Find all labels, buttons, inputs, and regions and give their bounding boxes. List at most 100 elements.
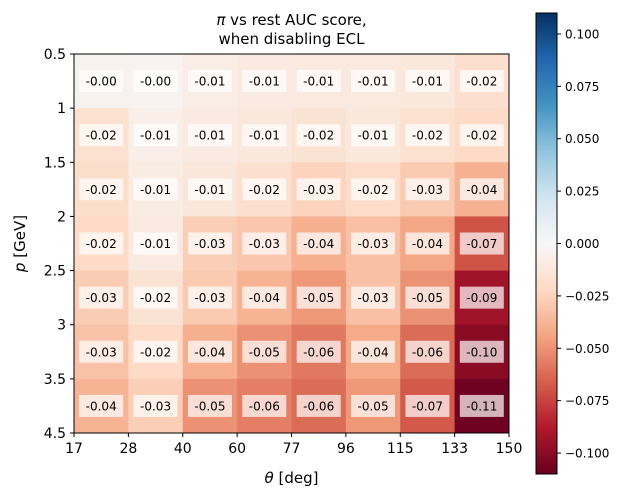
- x-tick-label: 40: [174, 441, 192, 457]
- cell-value-label: -0.07: [466, 237, 497, 251]
- cell-label-box: [296, 70, 341, 93]
- cell-label-box: [242, 232, 287, 255]
- cell-label-box: [405, 232, 450, 255]
- cell-label-box: [351, 340, 396, 363]
- cell-value-label: -0.05: [303, 291, 334, 305]
- x-tick-label: 77: [283, 441, 301, 457]
- y-tick-label: 1.5: [44, 155, 66, 171]
- cell-value-label: -0.04: [412, 237, 443, 251]
- cell-value-label: -0.03: [140, 399, 171, 413]
- cell-label-box: [79, 232, 124, 255]
- cell-value-label: -0.03: [194, 237, 225, 251]
- cell-value-label: -0.06: [412, 345, 443, 359]
- cell-label-box: [405, 340, 450, 363]
- cell-value-label: -0.07: [412, 399, 443, 413]
- cell-value-label: -0.01: [140, 237, 171, 251]
- cell-value-label: -0.05: [194, 399, 225, 413]
- cell-label-box: [459, 70, 504, 93]
- y-axis-title: p [GeV]: [11, 215, 29, 273]
- cell-value-label: -0.06: [303, 399, 334, 413]
- x-tick-label: 96: [337, 441, 355, 457]
- cell-label-box: [187, 340, 232, 363]
- cell-label-box: [133, 70, 178, 93]
- x-tick-label: 115: [387, 441, 414, 457]
- cell-label-box: [79, 286, 124, 309]
- cell-value-label: -0.03: [412, 183, 443, 197]
- cell-value-label: -0.05: [412, 291, 443, 305]
- cell-label-box: [296, 232, 341, 255]
- cell-label-box: [351, 70, 396, 93]
- cell-value-label: -0.01: [194, 75, 225, 89]
- cell-label-box: [242, 340, 287, 363]
- cell-label-box: [242, 286, 287, 309]
- cell-value-label: -0.10: [466, 345, 497, 359]
- cell-value-label: -0.03: [358, 291, 389, 305]
- cell-label-box: [296, 394, 341, 417]
- colorbar-tick-label: 0.100: [565, 27, 599, 41]
- cell-label-box: [79, 70, 124, 93]
- cell-value-label: -0.02: [466, 129, 497, 143]
- cell-label-box: [351, 286, 396, 309]
- cell-label-box: [405, 394, 450, 417]
- cell-value-label: -0.01: [249, 129, 280, 143]
- cell-value-label: -0.01: [140, 129, 171, 143]
- cell-value-label: -0.03: [303, 183, 334, 197]
- cell-value-label: -0.02: [358, 183, 389, 197]
- cell-value-label: -0.03: [86, 345, 117, 359]
- y-axis: 0.5 1 1.5 2 2.5 3 3.5 4.5: [44, 47, 74, 442]
- x-tick-label: 133: [441, 441, 468, 457]
- colorbar-tick-label: −0.100: [565, 447, 609, 461]
- colorbar-tick-label: −0.075: [565, 394, 609, 408]
- cell-value-label: -0.01: [249, 75, 280, 89]
- cell-label-box: [459, 124, 504, 147]
- colorbar: [535, 12, 558, 475]
- cell-label-box: [187, 70, 232, 93]
- x-tick-label: 60: [228, 441, 246, 457]
- cell-label-box: [187, 286, 232, 309]
- cell-label-box: [296, 124, 341, 147]
- cell-label-box: [79, 178, 124, 201]
- cell-value-label: -0.02: [303, 129, 334, 143]
- cell-value-label: -0.06: [303, 345, 334, 359]
- cell-label-box: [133, 232, 178, 255]
- cell-label-box: [405, 178, 450, 201]
- cell-label-box: [296, 178, 341, 201]
- cell-label-box: [459, 340, 504, 363]
- cell-value-label: -0.02: [140, 345, 171, 359]
- cell-label-box: [242, 394, 287, 417]
- cell-label-box: [242, 124, 287, 147]
- cell-value-label: -0.04: [86, 399, 117, 413]
- cell-label-box: [133, 394, 178, 417]
- y-tick-label: 3: [57, 318, 66, 334]
- cell-label-box: [351, 124, 396, 147]
- cell-value-label: -0.03: [358, 237, 389, 251]
- cell-value-label: -0.05: [249, 345, 280, 359]
- cell-value-label: -0.04: [466, 183, 497, 197]
- cell-label-box: [405, 124, 450, 147]
- x-axis-title-text: θ [deg]: [265, 469, 319, 487]
- cell-value-label: -0.01: [194, 183, 225, 197]
- chart-title: π vs rest AUC score,when disabling ECL: [216, 11, 366, 48]
- cell-value-label: -0.11: [466, 399, 497, 413]
- cell-value-label: -0.01: [358, 75, 389, 89]
- cell-value-label: -0.04: [249, 291, 280, 305]
- y-tick-label: 4.5: [44, 426, 66, 442]
- colorbar-tick-label: 0.025: [565, 185, 599, 199]
- cell-value-label: -0.02: [86, 183, 117, 197]
- cell-label-box: [187, 124, 232, 147]
- cell-value-label: -0.02: [140, 291, 171, 305]
- cell-label-box: [296, 340, 341, 363]
- cell-label-box: [133, 124, 178, 147]
- cell-label-box: [242, 178, 287, 201]
- cell-label-box: [459, 178, 504, 201]
- y-tick-label: 2: [57, 209, 66, 225]
- cell-value-label: -0.01: [194, 129, 225, 143]
- cell-value-label: -0.05: [358, 399, 389, 413]
- cell-value-label: -0.06: [249, 399, 280, 413]
- cell-value-label: -0.02: [412, 129, 443, 143]
- cell-label-box: [459, 286, 504, 309]
- cell-label-box: [79, 394, 124, 417]
- x-axis-title: θ [deg]: [265, 469, 319, 487]
- colorbar-tick-label: 0.000: [565, 237, 599, 251]
- x-tick-label: 17: [65, 441, 83, 457]
